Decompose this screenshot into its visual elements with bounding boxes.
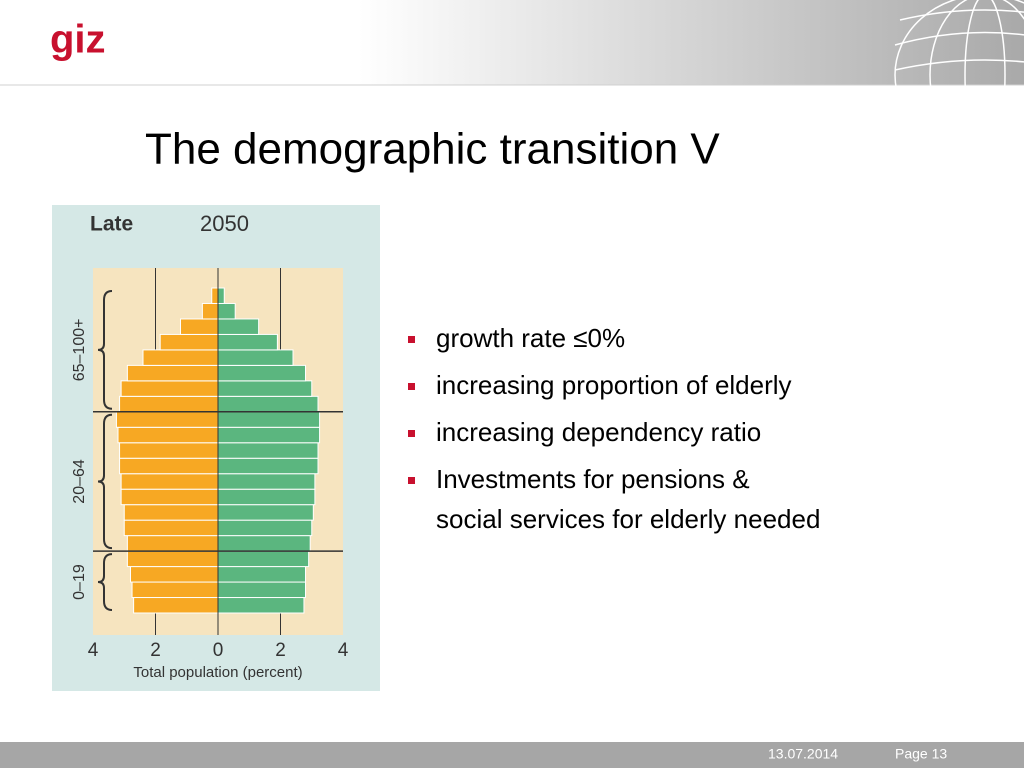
globe xyxy=(894,0,1024,156)
x-tick-label: 4 xyxy=(338,640,349,661)
bar xyxy=(217,380,313,397)
bar xyxy=(126,550,219,568)
bar xyxy=(133,597,219,614)
bar xyxy=(126,364,219,382)
bar xyxy=(123,504,219,521)
bullet-marker xyxy=(408,336,415,343)
bar xyxy=(131,581,219,599)
bar xyxy=(217,349,294,366)
slide-title: The demographic transition V xyxy=(145,125,720,174)
bar xyxy=(120,488,219,506)
bar xyxy=(180,318,219,335)
bar xyxy=(217,473,316,490)
bar xyxy=(120,380,219,397)
age-group-label: 65–100+ xyxy=(71,319,88,382)
bar xyxy=(217,457,319,475)
bar xyxy=(217,442,319,459)
bar xyxy=(142,349,219,366)
bar xyxy=(117,426,219,444)
bar xyxy=(130,566,219,583)
bar xyxy=(217,333,278,351)
bar xyxy=(120,473,219,490)
bullet-marker xyxy=(408,430,415,437)
bar xyxy=(217,504,314,521)
footer-page: Page 13 xyxy=(895,746,947,762)
age-group-label: 0–19 xyxy=(71,564,88,600)
bar xyxy=(119,442,219,459)
x-tick-label: 0 xyxy=(213,640,224,661)
footer-band xyxy=(0,742,1024,768)
group-brace xyxy=(97,290,113,410)
footer-date: 13.07.2014 xyxy=(768,746,838,762)
pyramid-chart: Late 2050 4 2 0 2 4 Total population (percent) 0… xyxy=(52,205,380,691)
bar xyxy=(217,364,306,382)
bar xyxy=(217,411,321,428)
group-brace xyxy=(97,553,113,611)
bar xyxy=(217,426,321,444)
bar xyxy=(119,457,219,475)
bar xyxy=(217,535,311,552)
bar xyxy=(217,302,236,320)
x-tick-label: 4 xyxy=(88,640,99,661)
bar xyxy=(217,550,310,568)
header-band xyxy=(0,0,1024,85)
bullet-text: growth rate ≤0% xyxy=(436,323,625,353)
bar xyxy=(217,395,319,413)
bullet-list: growth rate ≤0% increasing proportion of … xyxy=(408,323,820,534)
group-brace xyxy=(97,413,113,550)
bar xyxy=(126,535,219,552)
bar xyxy=(217,488,316,506)
age-group-label: 20–64 xyxy=(71,459,88,504)
bar xyxy=(201,302,219,320)
bar xyxy=(119,395,219,413)
chart-title: Late xyxy=(90,213,133,236)
x-axis-label: Total population (percent) xyxy=(133,664,302,681)
bar xyxy=(211,287,219,304)
bar xyxy=(217,566,306,583)
bar xyxy=(217,287,225,304)
bar xyxy=(217,597,305,614)
bar xyxy=(217,581,306,599)
x-tick-label: 2 xyxy=(150,640,161,661)
bar xyxy=(217,318,260,335)
logo: giz xyxy=(50,18,106,62)
bullet-marker xyxy=(408,383,415,390)
x-tick-label: 2 xyxy=(275,640,286,661)
bullet-text: increasing dependency ratio xyxy=(436,417,761,447)
bullet-text: increasing proportion of elderly xyxy=(436,370,792,400)
bar xyxy=(115,411,219,428)
bar xyxy=(123,519,219,537)
bullet-text: Investments for pensions & social service… xyxy=(436,464,820,534)
bullet-marker xyxy=(408,477,415,484)
chart-subtitle: 2050 xyxy=(200,211,249,236)
bar xyxy=(159,333,219,351)
bar xyxy=(217,519,313,537)
